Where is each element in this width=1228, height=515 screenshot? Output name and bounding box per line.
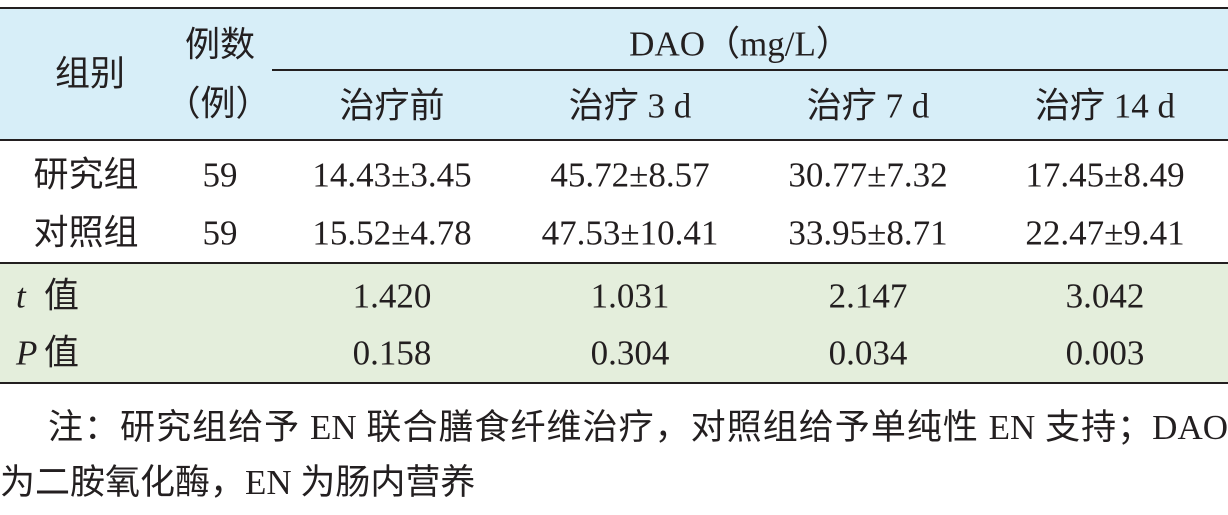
row-value: 47.53±10.41 [541,213,719,253]
stat-value: 1.031 [590,276,670,316]
stats-rule [0,262,1228,264]
header-measure: DAO（mg/L） [629,24,851,64]
header-rule [0,139,1228,141]
row-value: 45.72±8.57 [550,155,710,195]
stat-symbol: P [16,333,38,373]
header-timepoint: 治疗 14 d [1034,86,1176,126]
header-timepoint: 治疗 7 d [806,86,930,126]
row-value: 30.77±7.32 [788,155,948,195]
stat-symbol: t [16,276,26,316]
stats-band [0,262,1228,383]
row-count: 59 [202,155,238,195]
header-timepoint: 治疗 3 d [568,86,692,126]
stat-name: 值 [44,276,80,316]
row-value: 33.95±8.71 [788,213,948,253]
row-value: 15.52±4.78 [312,213,472,253]
stat-value: 0.304 [590,333,670,373]
header-count-unit: （例） [165,84,271,124]
header-band [0,8,1228,140]
bottom-rule [0,382,1228,384]
stat-name: 值 [44,333,80,373]
row-count: 59 [202,213,238,253]
row-value: 17.45±8.49 [1025,155,1185,195]
stat-value: 0.003 [1065,333,1145,373]
header-timepoint: 治疗前 [339,86,445,126]
row-group: 对照组 [33,213,139,253]
table-note: 注：研究组给予 EN 联合膳食纤维治疗，对照组给予单纯性 EN 支持；DAO 为… [0,408,1228,502]
row-value: 14.43±3.45 [312,155,472,195]
span-rule [272,69,1228,71]
stat-value: 1.420 [352,276,432,316]
top-rule [0,7,1228,9]
row-group: 研究组 [33,155,139,195]
stat-value: 3.042 [1065,276,1145,316]
stat-value: 0.034 [828,333,908,373]
stat-value: 2.147 [828,276,908,316]
header-count: 例数 [184,25,256,65]
row-value: 22.47±9.41 [1025,213,1185,253]
stat-value: 0.158 [352,333,432,373]
header-group: 组别 [54,54,126,94]
